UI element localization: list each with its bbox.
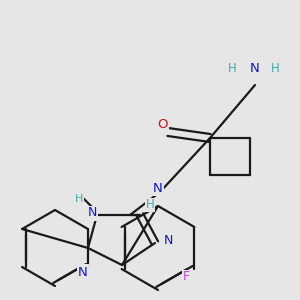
Text: N: N xyxy=(250,61,260,74)
Text: N: N xyxy=(153,182,163,194)
Text: H: H xyxy=(75,194,83,204)
Text: H: H xyxy=(228,61,236,74)
Text: N: N xyxy=(163,235,173,248)
Text: H: H xyxy=(271,61,279,74)
Text: F: F xyxy=(183,271,190,284)
Text: N: N xyxy=(87,206,97,220)
Text: N: N xyxy=(78,266,88,278)
Text: O: O xyxy=(158,118,168,131)
Text: H: H xyxy=(146,199,154,212)
